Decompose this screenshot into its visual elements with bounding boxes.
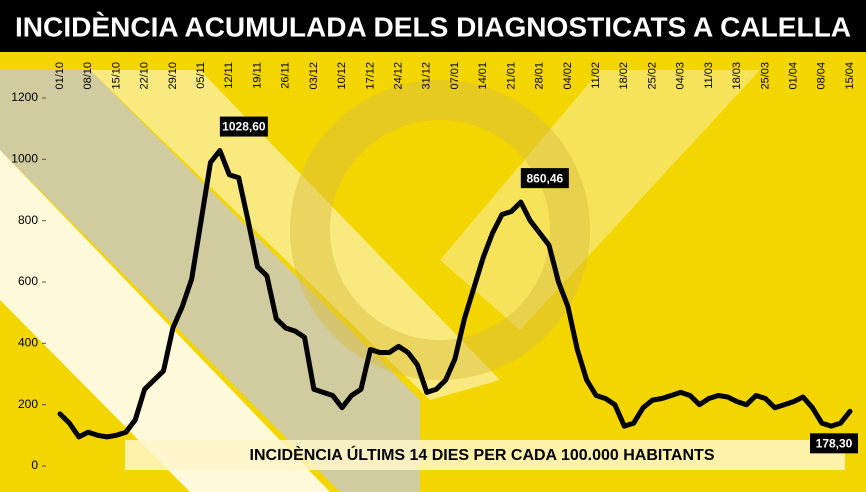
x-tick-label: 04/02 [562,62,574,90]
x-tick-label: 21/01 [505,62,517,90]
value-label: 860,46 [526,171,563,185]
x-tick-label: 10/12 [336,62,348,90]
value-label: 1028,60 [222,120,266,134]
value-label-box [520,168,569,189]
line [57,148,853,440]
chart-title: INCIDÈNCIA ACUMULADA DELS DIAGNOSTICATS … [15,11,851,42]
x-tick-label: 25/03 [759,62,771,90]
x-tick-label: 15/04 [844,62,856,90]
x-tick-label: 14/01 [477,62,489,90]
x-tick-label: 19/11 [251,62,263,89]
x-tick-label: 11/02 [590,62,602,89]
y-tick-label: 400 [18,336,38,350]
title-bar [0,0,866,52]
x-tick-label: 29/10 [167,62,179,90]
value-label: 178,30 [816,436,853,450]
x-tick-label: 25/02 [646,62,658,90]
x-tick-label: 18/03 [731,62,743,90]
stripe [0,150,330,492]
y-tick-label: 800 [18,213,38,227]
y-tick-label: 600 [18,274,38,288]
x-tick-label: 31/12 [421,62,433,90]
x-tick-label: 12/11 [223,62,235,89]
y-tick-label: 1000 [11,152,38,166]
x-tick-label: 17/12 [364,62,376,90]
x-tick-label: 15/10 [110,62,122,90]
subtitle-box [125,440,845,470]
x-tick-label: 26/11 [280,62,292,89]
x-tick-label: 22/10 [139,62,151,90]
y-tick-label: 0 [31,458,38,472]
x-tick-label: 28/01 [534,62,546,90]
x-tick-label: 04/03 [675,62,687,90]
x-tick-label: 08/04 [816,62,828,90]
x-tick-label: 18/02 [618,62,630,90]
x-tick-label: 07/01 [449,62,461,90]
x-tick-label: 08/10 [82,62,94,90]
x-tick-label: 05/11 [195,62,207,89]
ribbon [290,80,590,380]
y-tick-label: 1200 [11,90,38,104]
x-tick-label: 01/04 [787,62,799,90]
x-tick-label: 11/03 [703,62,715,89]
x-tick-label: 03/12 [308,62,320,90]
y-tick-label: 200 [18,397,38,411]
value-label-box [219,116,268,137]
x-tick-label: 24/12 [392,62,404,90]
stripe [440,70,760,330]
value-label-box [810,433,858,454]
x-tick-label: 01/10 [54,62,66,90]
subtitle: INCIDÈNCIA ÚLTIMS 14 DIES PER CADA 100.0… [250,445,715,464]
